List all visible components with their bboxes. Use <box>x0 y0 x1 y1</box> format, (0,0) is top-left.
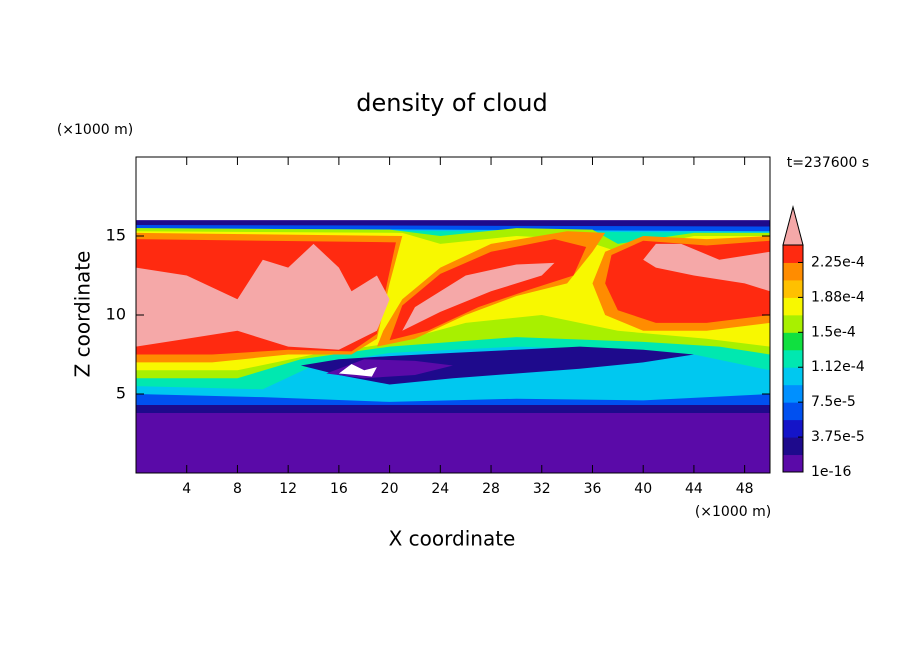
x-tick-label: 8 <box>233 481 242 497</box>
colorbar-tick-label: 1.88e-4 <box>811 289 865 305</box>
colorbar-band <box>783 332 803 351</box>
colorbar-tick-label: 1.12e-4 <box>811 359 865 375</box>
colorbar-tick-label: 2.25e-4 <box>811 254 865 270</box>
contour-region <box>402 262 555 331</box>
x-axis-label: X coordinate <box>389 527 516 551</box>
colorbar-band <box>783 384 803 403</box>
y-unit: (×1000 m) <box>57 122 133 138</box>
x-unit: (×1000 m) <box>695 504 771 520</box>
colorbar-band <box>783 454 803 473</box>
colorbar-band <box>783 262 803 281</box>
chart-title: density of cloud <box>356 89 547 117</box>
x-tick-label: 44 <box>685 481 703 497</box>
colorbar-band <box>783 419 803 438</box>
x-tick-label: 28 <box>482 481 500 497</box>
colorbar-band <box>783 367 803 386</box>
colorbar-band <box>783 245 803 263</box>
colorbar-band <box>783 437 803 456</box>
colorbar-band <box>783 279 803 298</box>
x-tick-label: 24 <box>431 481 449 497</box>
contour-region <box>136 243 390 350</box>
x-tick-label: 16 <box>330 481 348 497</box>
colorbar-tick-label: 1e-16 <box>811 464 851 480</box>
x-tick-label: 32 <box>533 481 551 497</box>
x-tick-label: 12 <box>279 481 297 497</box>
x-tick-label: 4 <box>182 481 191 497</box>
colorbar-band <box>783 349 803 368</box>
x-tick-label: 48 <box>736 481 754 497</box>
colorbar-tick-label: 3.75e-5 <box>811 429 865 445</box>
y-tick-label: 15 <box>106 226 126 245</box>
colorbar-frame <box>782 244 804 473</box>
colorbar-band <box>783 402 803 421</box>
colorbar-tick-label: 7.5e-5 <box>811 394 856 410</box>
colorbar-band <box>783 297 803 316</box>
y-axis-label: Z coordinate <box>71 251 95 378</box>
missing-spot <box>338 363 377 377</box>
x-tick-label: 40 <box>634 481 652 497</box>
colorbar-tick-label: 1.5e-4 <box>811 324 856 340</box>
colorbar-band <box>783 314 803 333</box>
y-tick-label: 10 <box>106 305 126 324</box>
y-tick-label: 5 <box>116 384 126 403</box>
contour-region <box>643 243 770 292</box>
x-tick-label: 20 <box>381 481 399 497</box>
x-tick-label: 36 <box>584 481 602 497</box>
time-label: t=237600 s <box>787 155 869 171</box>
